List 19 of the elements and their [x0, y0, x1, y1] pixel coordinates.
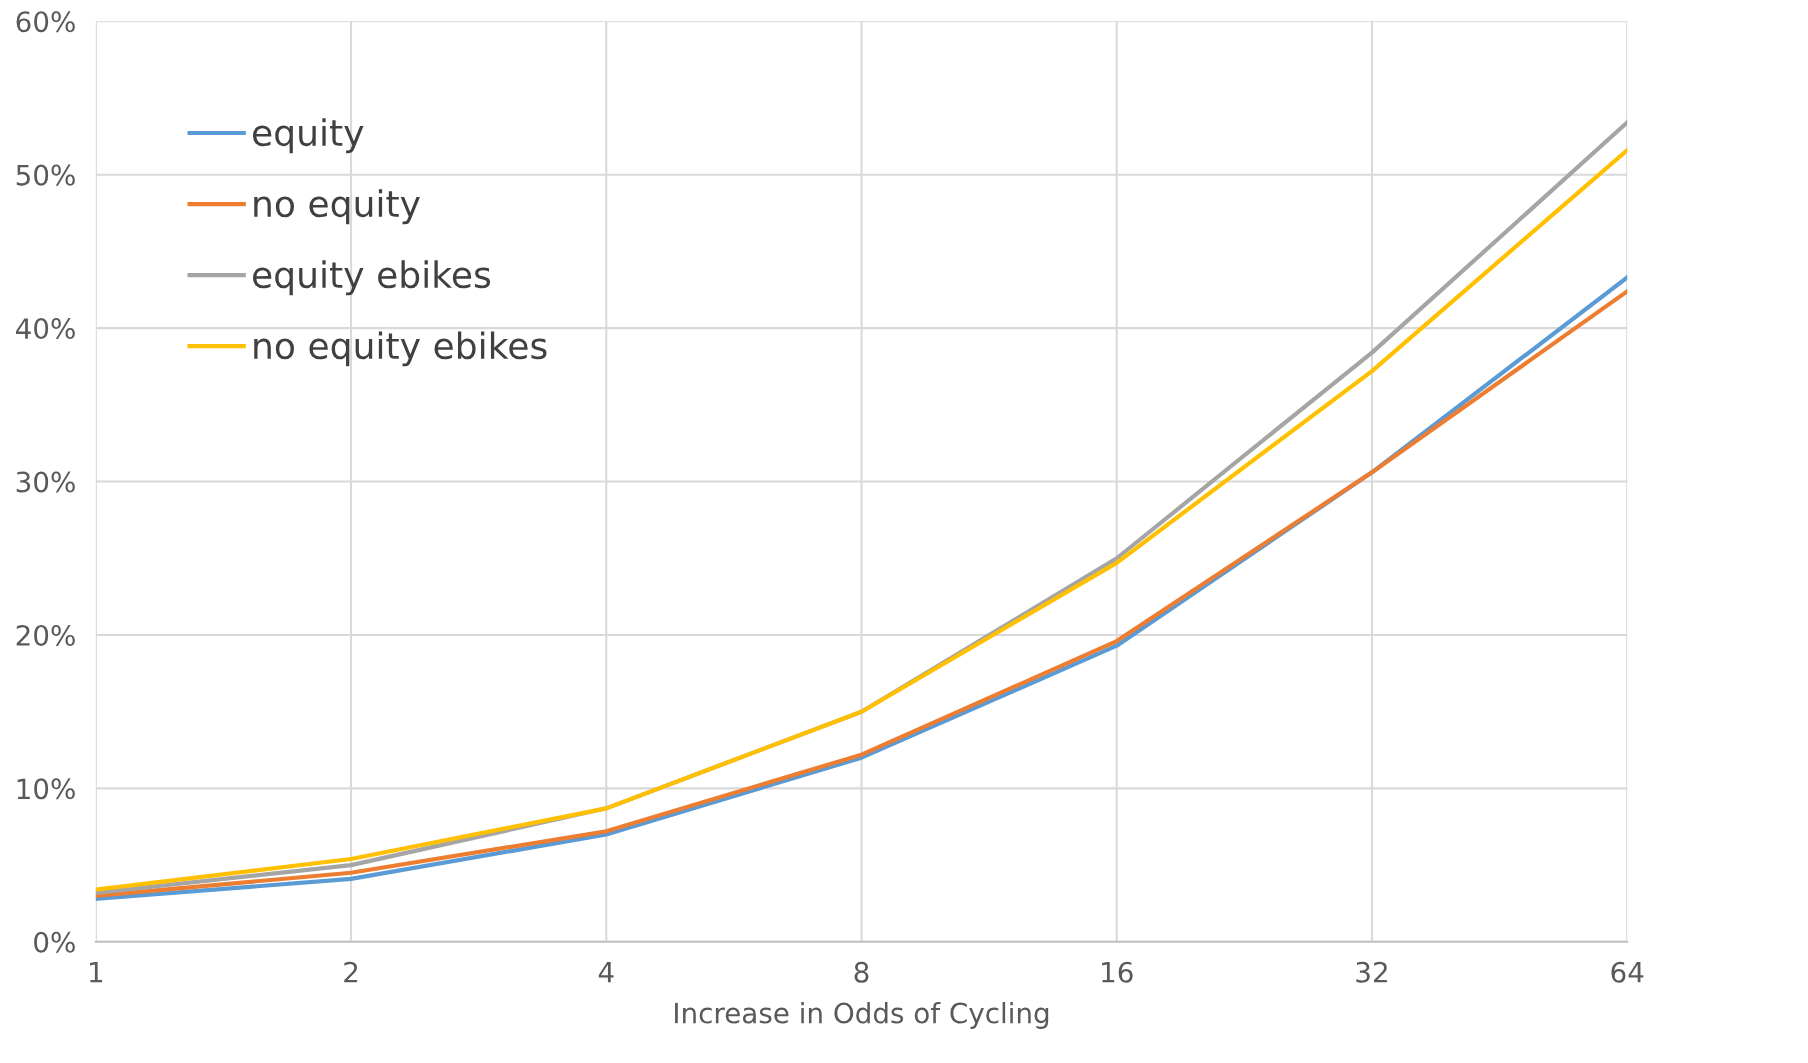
y-tick-label: 50% [16, 164, 75, 186]
legend-label: equity ebikes [252, 260, 491, 296]
y-tick-label: 40% [16, 318, 75, 340]
legend-label: no equity [254, 189, 420, 225]
legend-label: no equity ebikes [254, 331, 547, 367]
x-tick-label: 16 [1102, 961, 1133, 983]
x-tick-label: 64 [1611, 961, 1644, 983]
y-tick-label: 0% [34, 931, 75, 953]
y-tick-label: 30% [16, 471, 75, 493]
x-axis-title: Increase in Odds of Cycling [675, 1002, 1049, 1029]
x-tick-label: 1 [90, 962, 103, 983]
x-tick-label: 32 [1356, 961, 1387, 983]
x-tick-label: 2 [344, 961, 358, 983]
y-tick-label: 60% [16, 11, 75, 33]
y-tick-label: 10% [17, 778, 75, 800]
y-tick-label: 20% [16, 624, 75, 646]
x-tick-label: 4 [598, 962, 614, 983]
legend-label: equity [252, 118, 364, 154]
x-tick-label: 8 [854, 961, 869, 983]
